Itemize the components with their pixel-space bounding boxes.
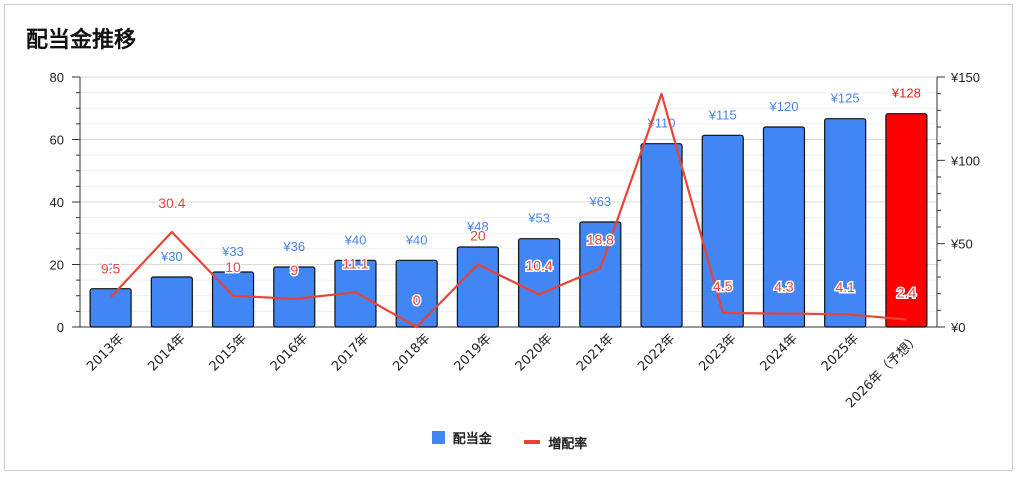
dividend-bar-label: ¥125 (830, 91, 860, 106)
chart-title: 配当金推移 (26, 28, 137, 53)
x-axis-category-label: 2017年 (329, 331, 372, 374)
growth-rate-label: 0 (413, 292, 421, 308)
growth-rate-label: 20 (470, 228, 486, 244)
legend-label-growth-rate: 増配率 (548, 436, 588, 452)
legend-line-swatch (524, 440, 541, 444)
x-axis-category-label: 2014年 (145, 331, 188, 374)
growth-rate-label: 9 (290, 262, 298, 278)
x-axis-category-label: 2025年 (819, 331, 862, 374)
left-axis-tick-label: 20 (50, 258, 64, 273)
dividend-bar (824, 118, 867, 328)
x-axis-category-label: 2020年 (513, 331, 556, 374)
dividend-bar-label: ¥40 (344, 232, 367, 247)
x-axis-category-label: 2019年 (452, 331, 495, 374)
growth-rate-line (109, 92, 907, 329)
growth-rate-label: 10 (225, 259, 241, 275)
right-axis-tick-label: ¥100 (950, 153, 980, 168)
dividend-bar-label: ¥40 (405, 232, 428, 247)
x-axis-category-label: 2015年 (207, 331, 250, 374)
right-axis-tick-label: ¥0 (950, 320, 965, 335)
dividend-bar (518, 238, 561, 328)
dividend-bar (640, 143, 683, 328)
growth-rate-label: 18.8 (587, 231, 614, 247)
x-axis-category-label: 2024年 (758, 331, 801, 374)
dividend-bar-label: ¥128 (891, 86, 921, 101)
left-axis-tick-label: 0 (57, 320, 64, 335)
x-axis-category-label: 2023年 (696, 331, 739, 374)
dividend-bar-label: ¥36 (282, 239, 305, 254)
dividend-bar (762, 126, 806, 328)
dividend-bar-label: ¥53 (527, 211, 550, 226)
dividend-bar-label: ¥120 (769, 99, 799, 114)
dividend-bar (150, 276, 193, 328)
x-axis-category-label: 2021年 (574, 331, 617, 374)
left-axis-tick-label: 60 (50, 133, 64, 148)
dividend-bar-label: ¥115 (708, 107, 737, 122)
legend-bar-swatch (431, 431, 445, 444)
x-axis-category-label: 2018年 (390, 331, 433, 374)
right-axis-tick-label: ¥50 (950, 237, 973, 252)
growth-rate-label: 2.4 (897, 285, 917, 301)
chart-legend: 配当金 増配率 (0, 428, 1019, 452)
growth-rate-label: 11.1 (342, 255, 368, 271)
dividend-bar (885, 113, 928, 328)
x-axis-category-label: 2022年 (635, 331, 678, 374)
x-axis-category-label: 2013年 (84, 331, 127, 374)
dividend-bar-label: ¥23 (99, 261, 122, 276)
dividend-bar (89, 288, 132, 328)
growth-rate-label: 10.4 (525, 258, 552, 274)
legend-item-growth-rate: 増配率 (524, 433, 587, 452)
left-axis-tick-label: 40 (50, 195, 64, 210)
dividend-bar (456, 246, 499, 328)
growth-rate-label: 9.5 (101, 260, 121, 276)
right-axis-tick-label: ¥150 (950, 70, 980, 85)
growth-rate-label: 4.5 (713, 278, 733, 294)
dividend-bar (701, 134, 744, 328)
growth-rate-label: 30.4 (158, 195, 185, 211)
x-axis-category-label: 2016年 (268, 331, 311, 374)
legend-item-dividend: 配当金 (431, 428, 492, 447)
dividend-bar-label: ¥63 (588, 194, 611, 209)
dividend-bar-label: ¥48 (466, 219, 489, 234)
left-axis-tick-label: 80 (50, 70, 64, 85)
growth-rate-label: 4.1 (835, 279, 855, 295)
dividend-bar-label: ¥33 (221, 244, 244, 259)
growth-rate-label: 4.3 (774, 279, 794, 295)
legend-label-dividend: 配当金 (452, 432, 492, 447)
dividend-bar (579, 221, 622, 328)
dividend-bar-label: ¥30 (160, 249, 183, 264)
